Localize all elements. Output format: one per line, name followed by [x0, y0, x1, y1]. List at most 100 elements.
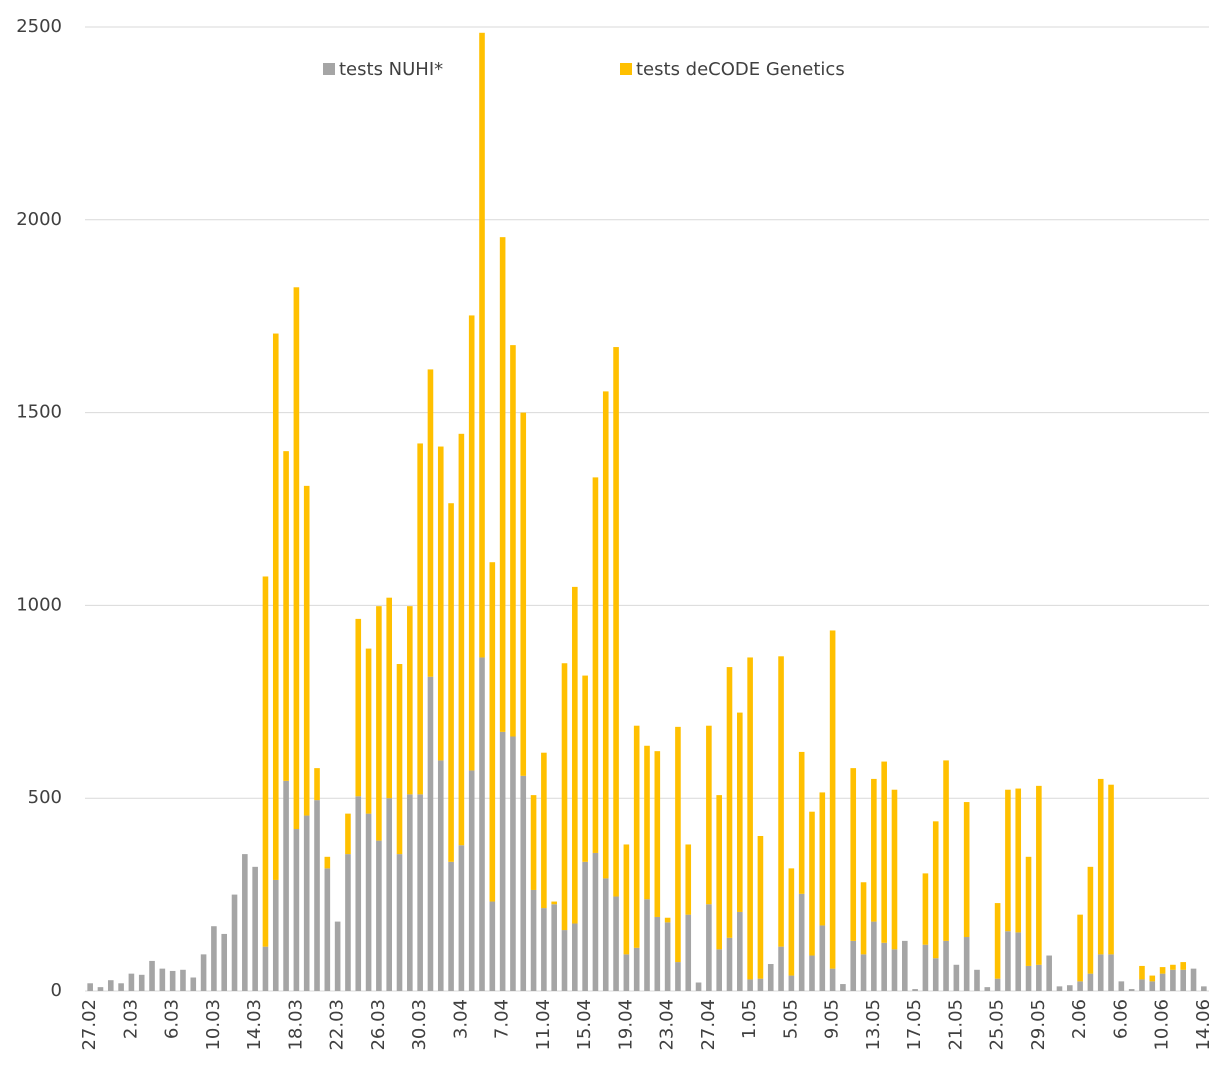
bar-segment — [850, 940, 857, 991]
bar-segment — [1005, 931, 1011, 991]
bar-segment — [716, 795, 722, 950]
bar-segment — [675, 726, 681, 963]
bar-segment — [582, 675, 588, 862]
bar-segment — [840, 984, 846, 991]
x-tick-label: 19.04 — [615, 999, 636, 1051]
x-tick-label: 18.03 — [285, 999, 306, 1051]
bar-segment — [881, 942, 887, 991]
bar-segment — [1066, 985, 1073, 991]
x-tick-label: 1.05 — [739, 999, 760, 1039]
bar-segment — [365, 648, 372, 814]
bar-segment — [489, 901, 496, 991]
bar-segment — [437, 760, 444, 991]
bar-segment — [1118, 981, 1125, 991]
bar-segment — [510, 345, 516, 737]
x-tick-label: 27.04 — [698, 999, 719, 1051]
bar-segment — [1046, 955, 1052, 991]
bar-segment — [272, 879, 279, 991]
bar-segment — [499, 731, 506, 991]
bar-segment — [1108, 784, 1114, 955]
bar-segment — [633, 725, 640, 948]
legend-label: tests NUHI* — [339, 59, 443, 80]
y-tick-label: 2500 — [16, 16, 62, 37]
bar-segment — [829, 630, 836, 969]
bar-segment — [479, 657, 485, 991]
bar-segment — [778, 656, 784, 947]
bar-segment — [613, 896, 619, 991]
bar-segment — [654, 916, 661, 991]
bar-segment — [871, 921, 877, 991]
bar-segment — [293, 287, 300, 830]
bar-segment — [901, 940, 908, 991]
bar-segment — [1077, 981, 1083, 991]
bar-segment — [829, 968, 836, 991]
bar-segment — [860, 882, 867, 955]
x-tick-label: 30.03 — [409, 999, 430, 1051]
bar-segment — [355, 618, 362, 797]
bar-segment — [530, 889, 537, 991]
bar-segment — [345, 813, 351, 855]
bar-segment — [1087, 973, 1094, 991]
x-tick-label: 10.06 — [1152, 999, 1173, 1051]
bar-segment — [437, 446, 444, 761]
bar-segment — [1025, 856, 1032, 966]
bar-segment — [1025, 965, 1032, 991]
bar-segment — [881, 761, 887, 943]
bar-segment — [262, 946, 269, 991]
bar-segment — [489, 562, 496, 902]
bar-segment — [819, 925, 826, 991]
bar-segment — [541, 752, 547, 909]
bar-segment — [448, 503, 454, 862]
x-tick-label: 2.06 — [1069, 999, 1090, 1039]
y-tick-label: 1000 — [16, 594, 62, 615]
bar-segment — [798, 751, 805, 894]
bar-segment — [1170, 969, 1176, 991]
bar-segment — [169, 970, 176, 991]
bar-segment — [592, 852, 599, 991]
bar-segment — [994, 903, 1001, 979]
x-tick-label: 23.04 — [657, 999, 678, 1051]
bar-segment — [685, 844, 692, 915]
bar-segment — [767, 964, 774, 991]
bar-segment — [706, 725, 712, 905]
bar-segment — [159, 968, 166, 991]
bar-segment — [1190, 968, 1197, 991]
x-tick-label: 13.05 — [863, 999, 884, 1051]
bar-segment — [994, 978, 1001, 991]
bar-segment — [458, 845, 465, 991]
bar-segment — [737, 712, 743, 912]
bar-segment — [757, 978, 764, 991]
bar-segment — [272, 333, 279, 880]
bar-segment — [602, 391, 609, 879]
x-tick-label: 2.03 — [120, 999, 141, 1039]
bar-segment — [1159, 973, 1166, 991]
bar-segment — [572, 923, 578, 991]
bar-segment — [417, 794, 423, 991]
y-tick-label: 2000 — [16, 209, 62, 230]
bar-segment — [891, 789, 898, 950]
bar-segment — [396, 854, 403, 991]
x-tick-label: 27.02 — [79, 999, 100, 1051]
bar-segment — [283, 451, 289, 781]
y-tick-label: 500 — [28, 787, 62, 808]
bar-segment — [1015, 788, 1022, 933]
bar-segment — [1036, 785, 1042, 965]
bar-segment — [943, 760, 949, 941]
bar-segment — [107, 980, 114, 991]
x-tick-label: 6.06 — [1110, 999, 1131, 1039]
bar-segment — [664, 917, 671, 923]
x-tick-label: 14.06 — [1193, 999, 1209, 1051]
bar-segment — [860, 954, 867, 991]
bar-segment — [386, 597, 393, 799]
bar-segment — [427, 369, 434, 677]
bar-segment — [654, 751, 661, 917]
bar-segment — [1087, 866, 1094, 974]
bar-segment — [778, 946, 784, 991]
bar-segment — [180, 969, 186, 991]
bar-segment — [1139, 979, 1145, 991]
x-tick-label: 14.03 — [244, 999, 265, 1051]
bar-segment — [613, 347, 619, 897]
bar-segment — [602, 878, 609, 991]
bar-segment — [633, 947, 640, 991]
bar-segment — [788, 868, 795, 976]
